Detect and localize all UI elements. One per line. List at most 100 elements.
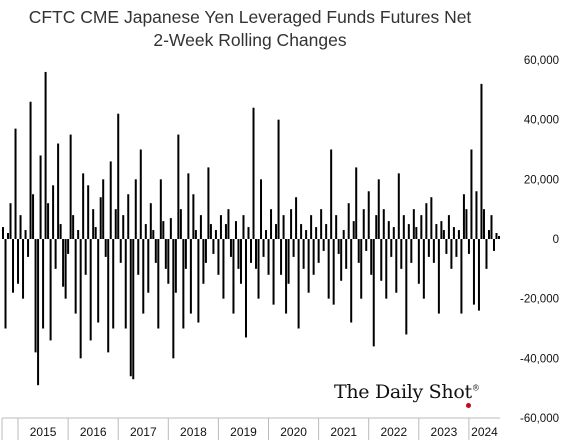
bar [360, 239, 363, 299]
bar [202, 239, 205, 284]
bar [352, 221, 355, 239]
bar [405, 239, 408, 335]
bar [257, 239, 260, 299]
bar [89, 239, 92, 341]
bar [250, 239, 252, 263]
bar [79, 239, 82, 359]
bar [440, 221, 443, 239]
bar [84, 239, 87, 275]
bar [475, 191, 478, 239]
y-tick-label: 20,000 [524, 174, 559, 186]
bar [67, 239, 70, 254]
bar [219, 215, 222, 239]
bar [2, 227, 4, 239]
bar [442, 230, 445, 239]
x-tick-label: 2018 [180, 425, 207, 439]
bars [2, 71, 500, 386]
bar [147, 239, 150, 293]
bar [157, 239, 160, 329]
bar [194, 230, 197, 239]
y-tick-label: -40,000 [520, 353, 559, 365]
bar [365, 239, 368, 251]
bar [427, 239, 430, 257]
bar [39, 155, 42, 239]
bar [169, 218, 172, 239]
bar [337, 239, 340, 254]
bar [395, 239, 398, 293]
bar [62, 239, 65, 287]
bar [97, 239, 100, 323]
bar [282, 215, 285, 239]
bar [322, 239, 325, 251]
bar [207, 167, 210, 239]
bar [44, 71, 47, 240]
bar [437, 239, 440, 314]
bar [467, 239, 470, 254]
bar [480, 83, 483, 240]
bar [149, 203, 152, 239]
brand-dot [466, 403, 471, 408]
bar [152, 230, 155, 239]
bar [417, 239, 420, 284]
bar [275, 224, 278, 239]
bar [350, 239, 353, 323]
brand-name: The Daily Shot [334, 381, 472, 403]
bar [122, 215, 125, 239]
bar [212, 239, 215, 254]
bar [382, 209, 385, 239]
bar [184, 239, 187, 269]
bar [407, 224, 410, 239]
bar [255, 239, 258, 269]
bar [37, 239, 40, 386]
bar [179, 209, 182, 239]
bar [237, 239, 240, 269]
bar [17, 239, 20, 284]
bar [490, 215, 493, 239]
bar [54, 239, 57, 269]
bar [285, 239, 288, 314]
bar [262, 239, 265, 257]
bar [232, 239, 235, 314]
x-tick-label: 2017 [130, 425, 157, 439]
bar [397, 173, 400, 239]
bar [9, 203, 12, 239]
bar [422, 239, 425, 299]
bar [290, 209, 293, 239]
bar [435, 224, 438, 239]
brand-logo: The Daily Shot® [334, 381, 480, 403]
bar [247, 227, 250, 239]
bar [260, 179, 263, 239]
bar [14, 128, 17, 239]
bar [297, 239, 300, 329]
bar [355, 167, 358, 239]
bar [470, 149, 473, 239]
x-tick-label: 2019 [230, 425, 257, 439]
bar [272, 239, 275, 305]
bar [74, 239, 77, 314]
bar [472, 239, 475, 305]
brand-registered-mark: ® [471, 383, 480, 393]
bar [104, 239, 107, 257]
bar [42, 239, 45, 329]
bar [252, 107, 255, 239]
bar [132, 239, 135, 380]
bar [357, 239, 360, 263]
chart-title: CFTC CME Japanese Yen Leveraged Funds Fu… [0, 6, 500, 52]
bar [117, 113, 120, 239]
chart-title-line-2: 2-Week Rolling Changes [153, 30, 347, 50]
bar [154, 239, 157, 263]
x-tick-label: 2016 [80, 425, 107, 439]
bar [410, 239, 413, 263]
bar [265, 230, 268, 239]
bar [32, 194, 35, 239]
bar [295, 197, 298, 239]
bar [498, 236, 500, 239]
bar [390, 239, 393, 257]
bar [87, 185, 90, 239]
bar [197, 239, 200, 323]
bar [425, 203, 428, 239]
bar [57, 143, 60, 239]
bar [114, 209, 117, 239]
y-axis: 60,000 40,000 20,000 0 -20,000 -40,000 -60,000 [520, 55, 559, 425]
bar [72, 215, 75, 239]
